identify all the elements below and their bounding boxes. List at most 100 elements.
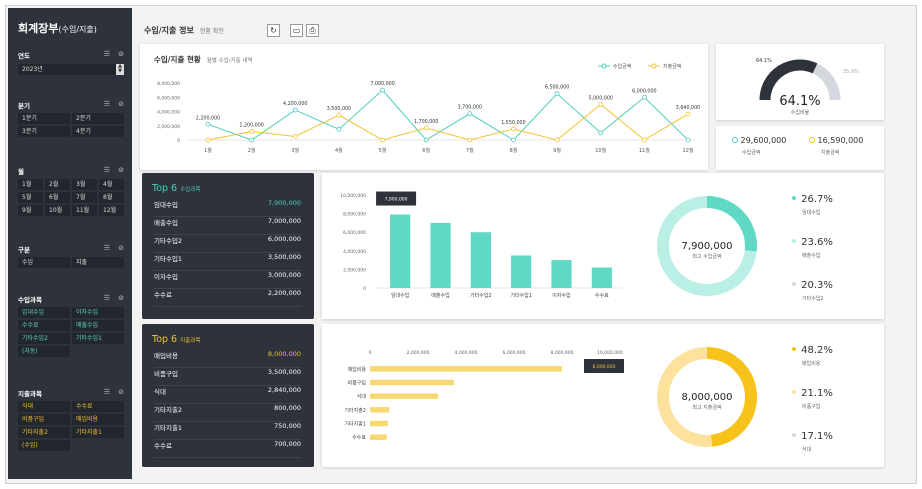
legend-dot-icon <box>792 281 796 286</box>
filter-option[interactable]: 1월 <box>18 179 43 190</box>
data-label: 7,000,000 <box>370 81 394 87</box>
top6-row: 매출수입 7,000,000 <box>154 217 301 235</box>
filter-option[interactable]: 2분기 <box>72 113 124 124</box>
table-button[interactable]: ▭ <box>290 24 303 37</box>
year-select[interactable]: 2023년 ▲ ▼ <box>18 64 124 75</box>
x-tick-label: 기타수입1 <box>510 292 532 299</box>
data-point <box>292 107 298 113</box>
filter-option[interactable]: (수입) <box>18 440 70 451</box>
refresh-button[interactable]: ↻ <box>267 24 280 37</box>
data-point <box>205 121 211 127</box>
month-grid: 1월 2월 3월 4월 5월 6월 7월 8월 9월 10월 11월 12월 <box>18 179 124 216</box>
filter-option[interactable]: 5월 <box>18 192 43 203</box>
filter-option[interactable]: 수수료 <box>72 401 124 412</box>
filter-option[interactable]: 식대 <box>18 401 70 412</box>
top6-row: 기타수입1 3,500,000 <box>154 253 301 271</box>
data-label: 1,700,000 <box>414 119 438 125</box>
x-tick-label: 매출수입 <box>431 292 449 299</box>
data-point <box>380 87 385 93</box>
filter-option[interactable]: 12월 <box>99 205 124 216</box>
filter-option[interactable]: 4분기 <box>72 126 124 137</box>
multiselect-icon[interactable]: ☰ <box>103 50 110 58</box>
spinner-icon[interactable]: ▲ ▼ <box>116 64 124 75</box>
bar <box>430 222 451 288</box>
filter-option[interactable]: 4월 <box>99 179 124 190</box>
tooltip-text: 7,900,000 <box>385 197 408 203</box>
gauge-left-label: 64.1% <box>756 58 772 64</box>
top6-row: 임대수입 7,900,000 <box>154 199 301 217</box>
bar <box>370 420 388 427</box>
data-label: 3,500,000 <box>327 106 351 112</box>
filter-option[interactable]: 7월 <box>72 192 97 203</box>
filter-option[interactable]: 지출 <box>72 257 124 268</box>
print-button[interactable]: ⎙ <box>306 24 319 37</box>
clear-filter-icon[interactable]: ⊘ <box>118 100 124 108</box>
data-label: 6,000,000 <box>632 88 656 94</box>
filter-option[interactable]: 이자수입 <box>72 307 124 318</box>
multiselect-icon[interactable]: ☰ <box>103 388 110 396</box>
filter-option[interactable]: 비품구입 <box>18 414 70 425</box>
filter-option[interactable]: 수수료 <box>18 320 70 331</box>
filter-option[interactable]: 10월 <box>45 205 70 216</box>
clear-filter-icon[interactable]: ⊘ <box>118 50 124 58</box>
row-label: 매입비용 <box>154 352 178 360</box>
filter-option[interactable]: 기타수입1 <box>72 333 124 344</box>
clear-filter-icon[interactable]: ⊘ <box>118 294 124 302</box>
filter-option[interactable]: 매입비용 <box>72 414 124 425</box>
filter-option[interactable]: 8월 <box>99 192 124 203</box>
expense-category-section: 지출과목 ☰ ⊘ 식대 수수료 비품구입 매입비용 기타지출2 기타지출1 (수입) <box>18 388 124 451</box>
data-point <box>598 130 604 136</box>
filter-option[interactable]: 1분기 <box>18 113 70 124</box>
data-point <box>249 137 255 143</box>
refresh-icon: ↻ <box>270 26 277 35</box>
filter-option[interactable]: 3분기 <box>18 126 70 137</box>
filter-option[interactable]: 매출수입 <box>72 320 124 331</box>
row-label: 기타지출2 <box>154 406 183 414</box>
series-line <box>207 89 689 141</box>
multiselect-icon[interactable]: ☰ <box>103 294 110 302</box>
filter-option[interactable]: 6월 <box>45 192 70 203</box>
income-category-grid: 임대수입 이자수입 수수료 매출수입 기타수입2 기타수입1 (자동) <box>18 307 124 357</box>
filter-option[interactable]: 수입 <box>18 257 70 268</box>
filter-option[interactable]: 기타지출2 <box>18 427 70 438</box>
filter-option[interactable]: 11월 <box>72 205 97 216</box>
bar <box>470 232 491 288</box>
data-label: 4,200,000 <box>283 101 307 107</box>
y-tick-label: 8,000,000 <box>157 81 180 87</box>
income-bar-chart: 0 2,000,000 4,000,000 6,000,000 8,000,000 10,… <box>340 191 622 299</box>
top6-row: 기타지출1 750,000 <box>154 422 301 440</box>
top6-row: 이자수입 3,000,000 <box>154 271 301 289</box>
filter-option[interactable]: 기타수입2 <box>18 333 70 344</box>
row-label: 식대 <box>154 388 166 396</box>
x-tick-label: 수수료 <box>595 293 609 299</box>
data-label: 3,700,000 <box>458 105 482 111</box>
filter-option[interactable]: 2월 <box>45 179 70 190</box>
multiselect-icon[interactable]: ☰ <box>103 100 110 108</box>
data-point <box>641 137 647 143</box>
x-tick-label: 8월 <box>510 147 518 154</box>
multiselect-icon[interactable]: ☰ <box>103 166 110 174</box>
multiselect-icon[interactable]: ☰ <box>103 244 110 252</box>
filter-option[interactable]: 3월 <box>72 179 97 190</box>
y-tick-label: 10,000,000 <box>340 193 366 199</box>
row-label: 기타수입1 <box>154 255 183 263</box>
quarter-section: 분기 ☰ ⊘ 1분기 2분기 3분기 4분기 <box>18 100 124 137</box>
clear-filter-icon[interactable]: ⊘ <box>118 166 124 174</box>
data-point <box>554 137 560 143</box>
row-value: 3,500,000 <box>267 368 301 376</box>
month-section: 월 ☰ ⊘ 1월 2월 3월 4월 5월 6월 7월 8월 9월 10월 11월 12월 <box>18 166 124 216</box>
filter-option[interactable]: 임대수입 <box>18 307 70 318</box>
expense-chart-card: 0 2,000,000 4,000,000 6,000,000 8,000,000 10,… <box>322 324 884 467</box>
clear-filter-icon[interactable]: ⊘ <box>118 244 124 252</box>
filter-option[interactable]: 9월 <box>18 205 43 216</box>
clear-filter-icon[interactable]: ⊘ <box>118 388 124 396</box>
line-chart-card: 수입/지출 현황 월별 수입/지출 내역 수입금액 지출금액 0 2,000,000… <box>140 44 708 170</box>
legend-dot-icon <box>792 346 796 351</box>
x-tick-label: 4월 <box>335 147 343 154</box>
legend-dot-icon <box>792 238 796 243</box>
totals-card: 29,600,000 수입금액 16,590,000 지출금액 <box>716 126 884 170</box>
y-tick-label: 기타지출1 <box>344 421 366 428</box>
filter-option[interactable]: 기타지출1 <box>72 427 124 438</box>
table-icon: ▭ <box>292 26 301 35</box>
filter-option[interactable]: (자동) <box>18 346 70 357</box>
